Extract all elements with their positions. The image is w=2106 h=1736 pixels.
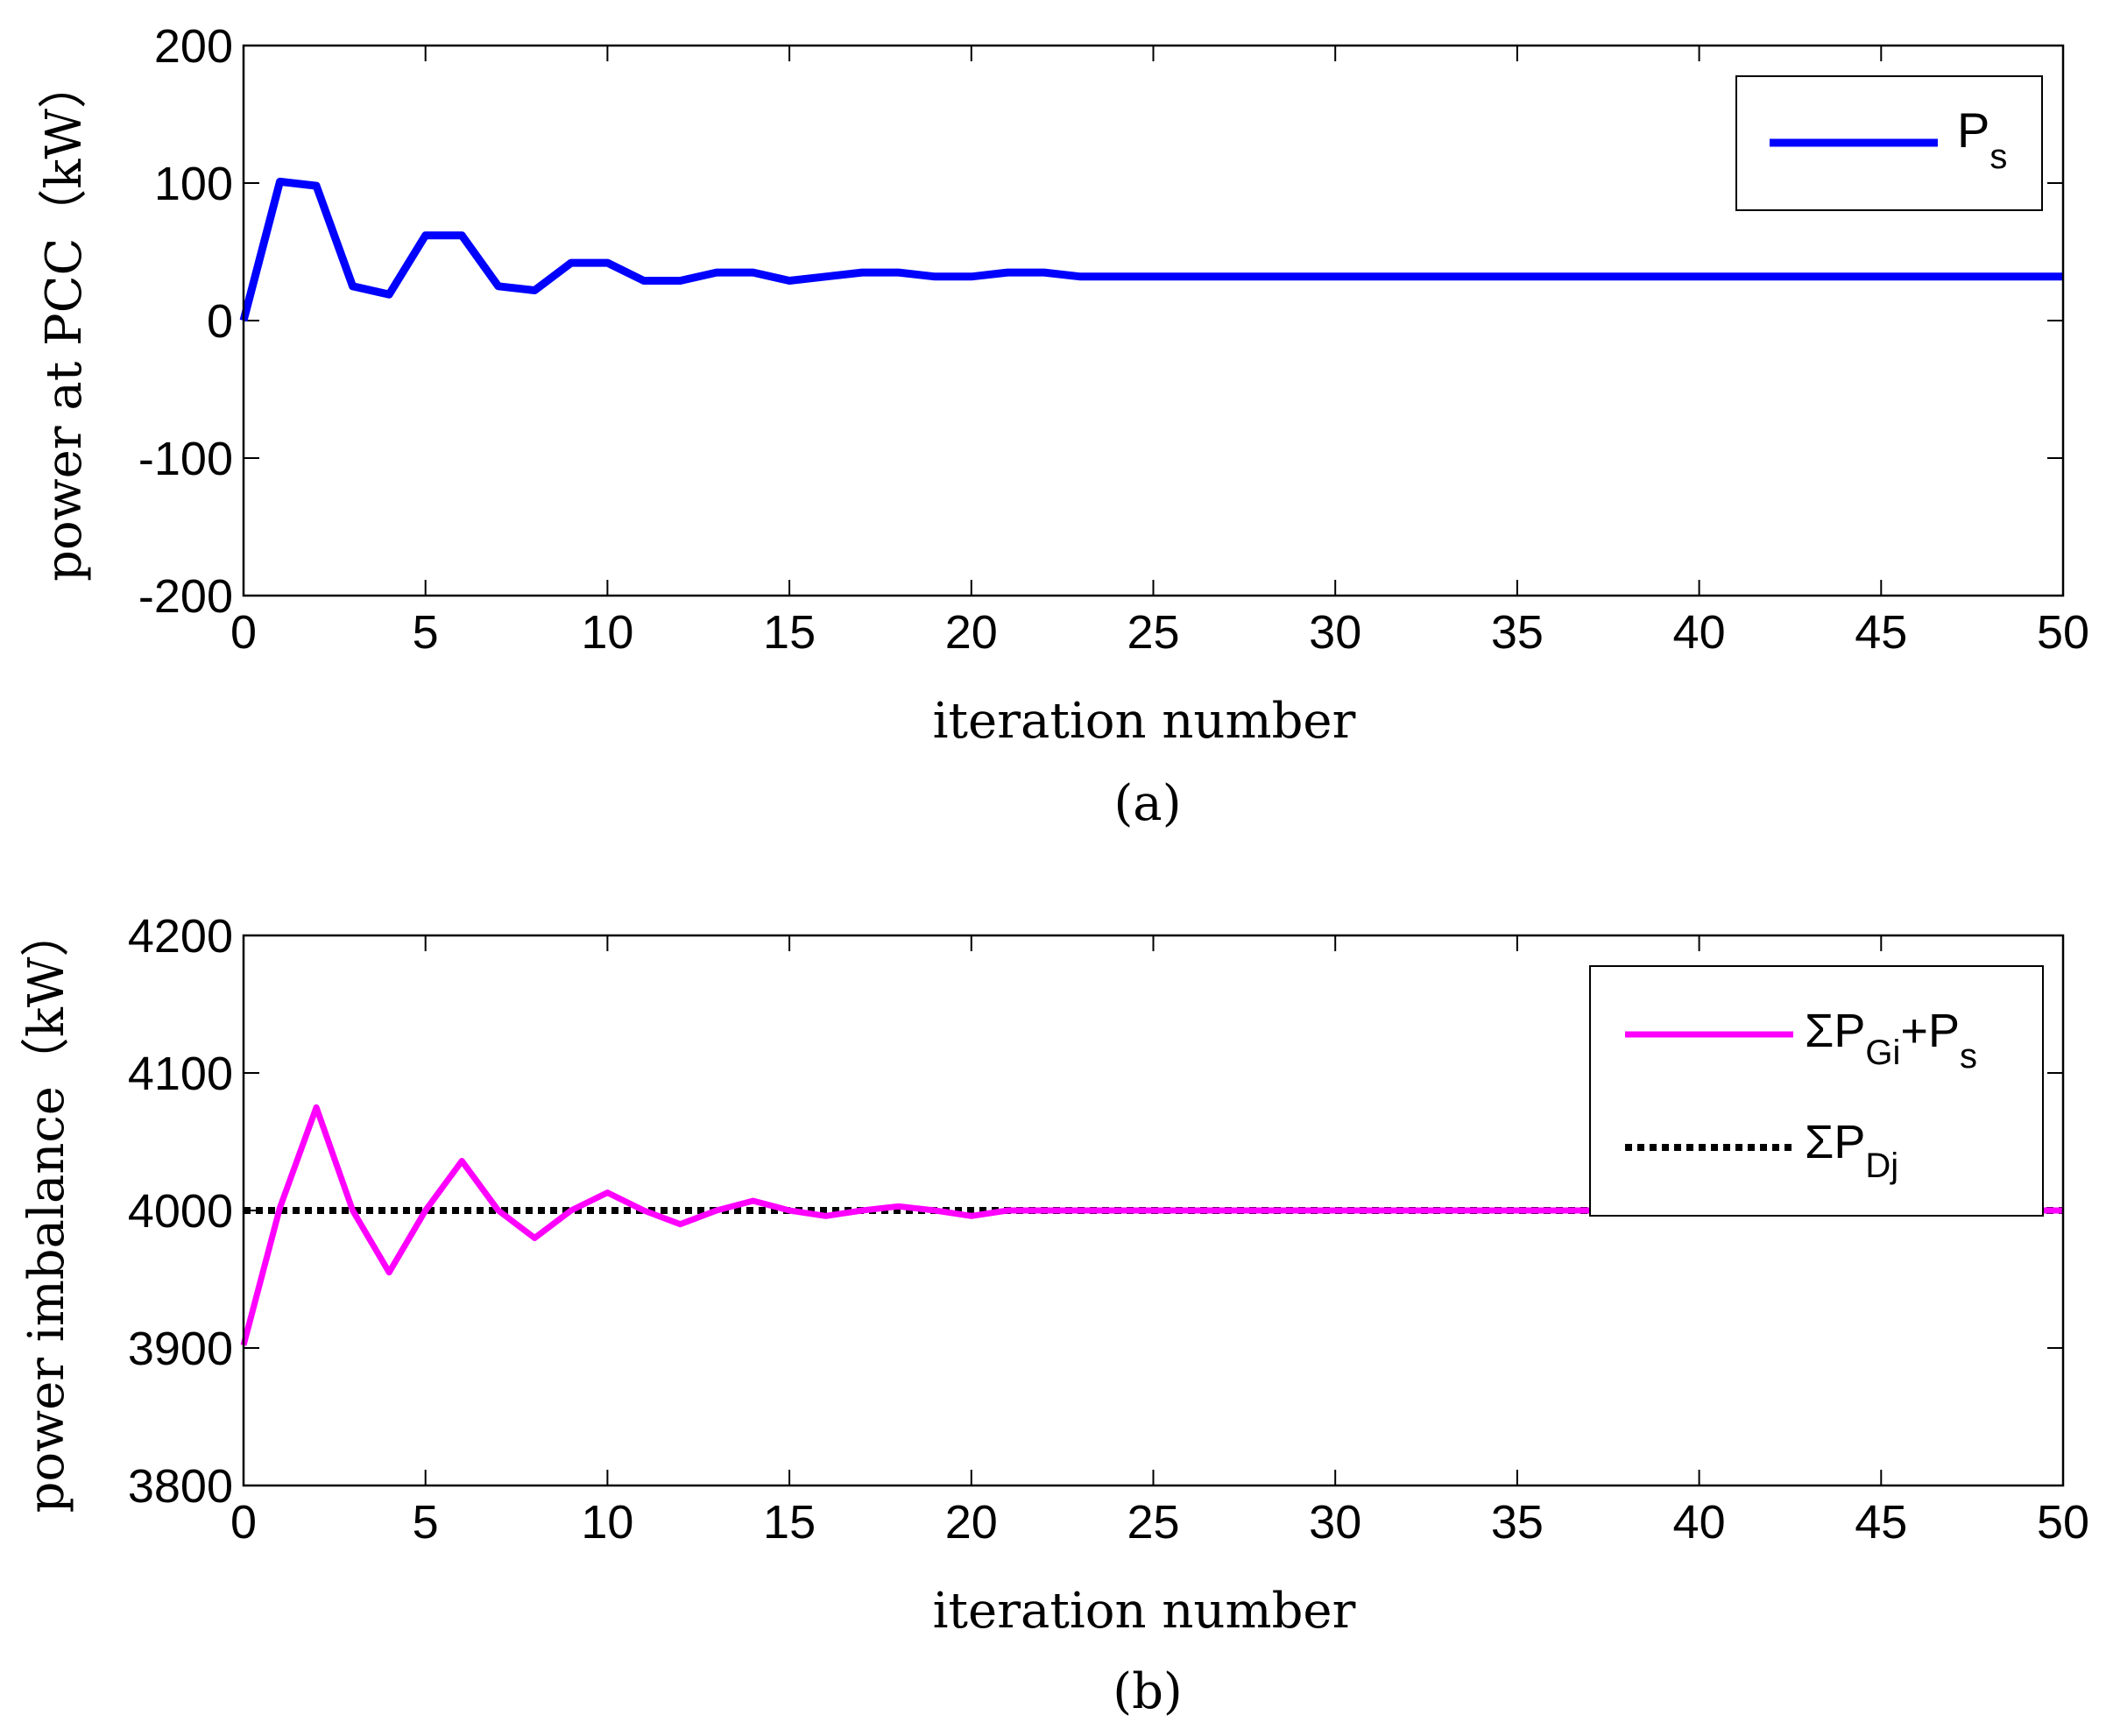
legend-label-main: P xyxy=(1957,102,1989,158)
x-tick-label: 5 xyxy=(413,1496,439,1549)
legend-label-main: ΣP xyxy=(1805,1005,1865,1057)
x-tick-label: 20 xyxy=(945,606,998,659)
legend-label-tail-subscript: s xyxy=(1960,1037,1977,1076)
x-tick-label: 0 xyxy=(230,606,257,659)
x-tick-label: 30 xyxy=(1309,1496,1361,1549)
y-tick-label: 100 xyxy=(154,158,233,210)
y-tick-labels: 4200 4100 4000 3900 3800 xyxy=(128,910,233,1513)
panel-b-power-imbalance: 4200 4100 4000 3900 3800 0 5 10 15 20 25 30 35 40 45 5… xyxy=(18,908,2089,1720)
x-tick-label: 45 xyxy=(1855,606,1907,659)
legend-label-pgi-ps: ΣPGi+Ps xyxy=(1805,1005,1977,1076)
legend: ΣPGi+Ps ΣPDj xyxy=(1589,965,2044,1217)
x-tick-labels: 0 5 10 15 20 25 30 35 40 45 50 xyxy=(230,1496,2089,1549)
x-axis-title: iteration number xyxy=(933,693,1356,750)
axes-frame xyxy=(242,44,2065,597)
series-lines xyxy=(239,177,2063,322)
axes-frame xyxy=(242,934,2065,1487)
x-axis-title: iteration number xyxy=(933,1583,1356,1640)
legend-box xyxy=(1589,965,2044,1217)
x-tick-label: 35 xyxy=(1491,1496,1544,1549)
x-tick-labels: 0 5 10 15 20 25 30 35 40 45 50 xyxy=(230,606,2089,659)
legend-label-main: ΣP xyxy=(1805,1116,1865,1168)
y-tick-label: -100 xyxy=(138,433,233,485)
x-tick-label: 35 xyxy=(1491,606,1544,659)
x-tick-label: 15 xyxy=(763,1496,816,1549)
legend-label-subscript: Gi xyxy=(1865,1034,1900,1072)
legend: Ps xyxy=(1735,75,2043,211)
legend-label-pdj: ΣPDj xyxy=(1805,1116,1898,1185)
x-tick-label: 10 xyxy=(581,1496,633,1549)
legend-label-subscript: Dj xyxy=(1865,1147,1898,1185)
legend-label-ps: Ps xyxy=(1957,102,2007,176)
panel-caption: (a) xyxy=(1113,775,1181,832)
x-tick-label: 10 xyxy=(581,606,633,659)
y-tick-label: 3800 xyxy=(128,1460,233,1513)
x-tick-label: 15 xyxy=(763,606,816,659)
y-tick-label: 4100 xyxy=(128,1048,233,1100)
y-axis-title: power imbalance（kW） xyxy=(18,908,75,1514)
y-tick-label: 4000 xyxy=(128,1185,233,1238)
x-tick-label: 50 xyxy=(2037,1496,2089,1549)
y-tick-label: 3900 xyxy=(128,1323,233,1375)
series-line-s xyxy=(239,177,2063,322)
series-lines xyxy=(240,1104,2063,1346)
legend-label-subscript: s xyxy=(1989,138,2007,176)
x-tick-label: 5 xyxy=(413,606,439,659)
x-tick-label: 0 xyxy=(230,1496,257,1549)
y-tick-labels: 200 100 0 -100 -200 xyxy=(138,20,233,623)
x-tick-label: 30 xyxy=(1309,606,1361,659)
panel-caption: (b) xyxy=(1113,1663,1183,1720)
x-tick-label: 25 xyxy=(1127,606,1179,659)
x-tick-label: 40 xyxy=(1673,606,1726,659)
y-tick-label: 4200 xyxy=(128,910,233,963)
series-line-gi xyxy=(240,1104,2063,1346)
x-tick-label: 50 xyxy=(2037,606,2089,659)
legend-label-tail: +P xyxy=(1900,1005,1960,1057)
panel-a-power-at-pcc: 200 100 0 -100 -200 0 5 10 15 20 25 30 35 40 45 50 ite… xyxy=(36,20,2089,832)
y-tick-label: 200 xyxy=(154,20,233,73)
x-tick-label: 40 xyxy=(1673,1496,1726,1549)
x-tick-label: 20 xyxy=(945,1496,998,1549)
x-tick-label: 25 xyxy=(1127,1496,1179,1549)
y-tick-label: -200 xyxy=(138,570,233,623)
y-axis-title: power at PCC（kW） xyxy=(36,60,93,582)
y-tick-label: 0 xyxy=(207,295,233,348)
x-tick-label: 45 xyxy=(1855,1496,1907,1549)
